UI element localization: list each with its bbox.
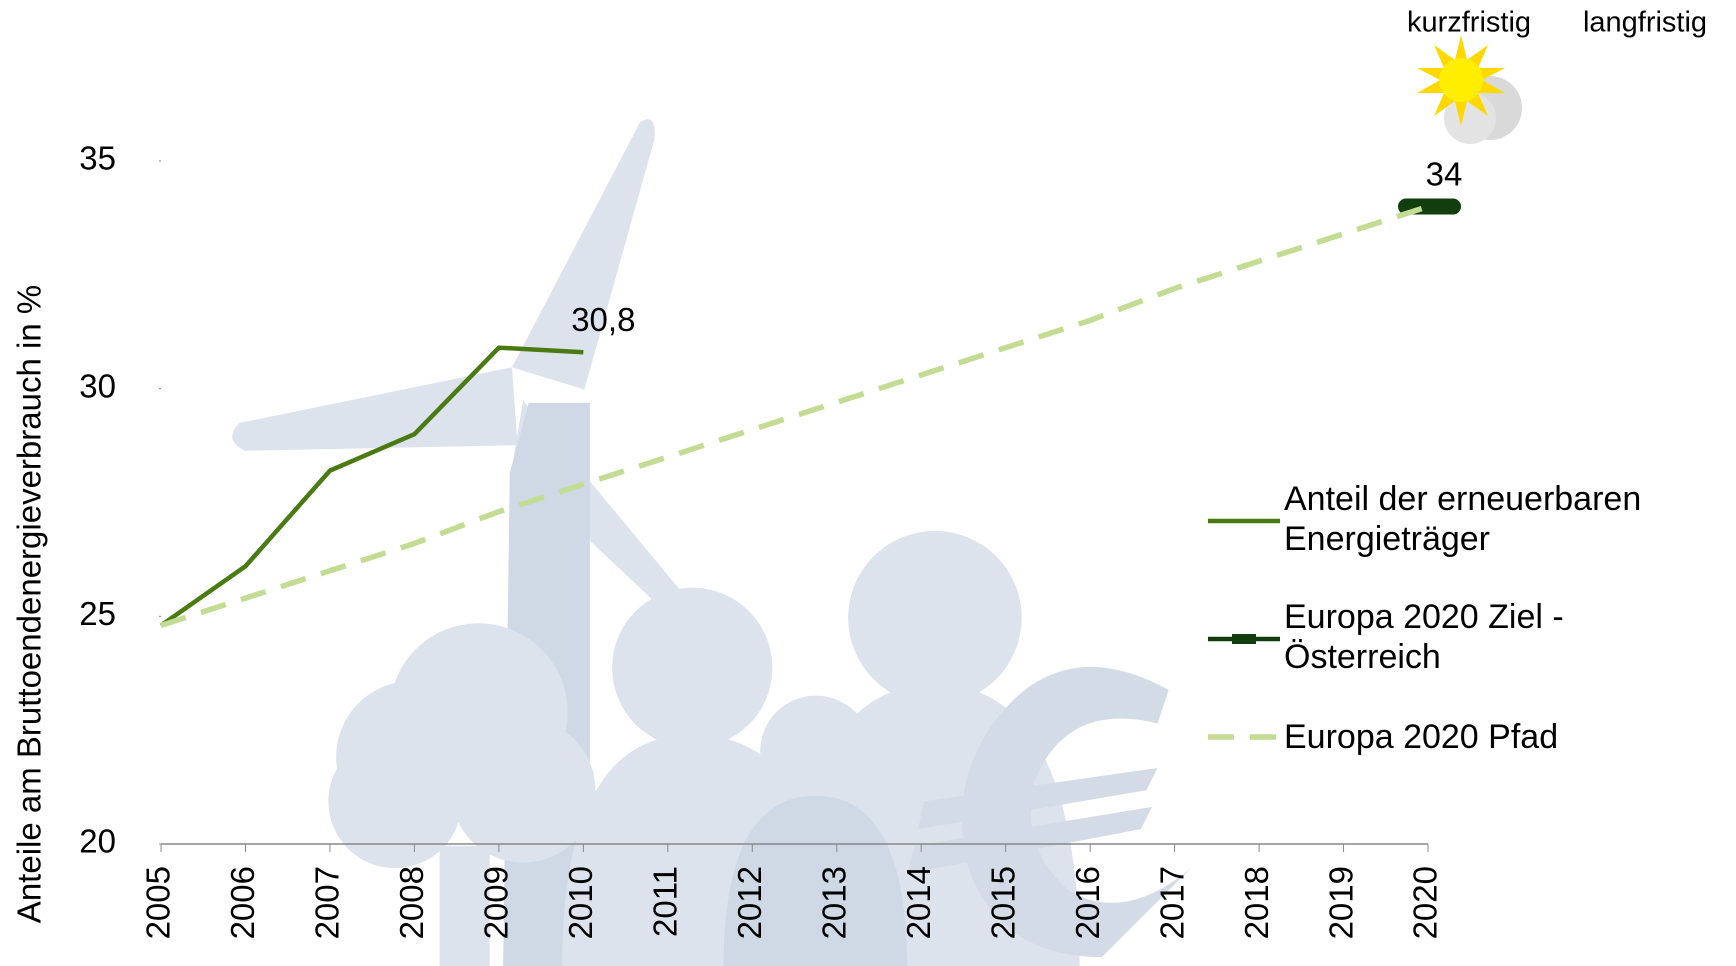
y-tick-label: 25 <box>79 595 116 632</box>
x-tick-label: 2009 <box>478 866 515 939</box>
legend-label: Anteil der erneuerbaren Energieträger <box>1284 479 1729 559</box>
outlook-label: langfristig <box>1583 7 1707 39</box>
x-tick-label: 2020 <box>1407 866 1444 939</box>
legend-entry: Europa 2020 Ziel - Österreich <box>1284 597 1729 687</box>
x-tick-label: 2014 <box>900 866 937 939</box>
chart: kurzfristig langfristig Anteile am Brutt… <box>0 0 1736 966</box>
outlook-label: kurzfristig <box>1407 7 1531 39</box>
x-tick-label: 2016 <box>1069 866 1106 939</box>
page: kurzfristig langfristig Anteile am Brutt… <box>0 0 1736 966</box>
background-illustration <box>232 119 1191 966</box>
x-tick-label: 2019 <box>1322 866 1359 939</box>
x-tick-label: 2005 <box>140 866 177 939</box>
y-tick-label: 35 <box>79 140 116 177</box>
legend-label: Europa 2020 Ziel - Österreich <box>1284 597 1729 677</box>
outlook-icon <box>1417 35 1522 144</box>
x-tick-label: 2013 <box>815 866 852 939</box>
x-tick-label: 2018 <box>1238 866 1275 939</box>
data-label: 34 <box>1426 155 1463 192</box>
x-tick-label: 2008 <box>393 866 430 939</box>
x-tick-label: 2017 <box>1153 866 1190 939</box>
x-tick-label: 2010 <box>562 866 599 939</box>
x-tick-label: 2011 <box>647 866 684 937</box>
x-tick-label: 2015 <box>984 866 1021 939</box>
legend-label: Europa 2020 Pfad <box>1284 717 1729 757</box>
legend-entry: Europa 2020 Pfad <box>1284 695 1729 785</box>
data-label: 30,8 <box>571 301 635 338</box>
x-tick-label: 2012 <box>731 866 768 939</box>
x-tick-label: 2006 <box>224 866 261 939</box>
y-axis-title: Anteile am Bruttoendenergieverbrauch in … <box>11 285 48 923</box>
y-tick-label: 30 <box>79 367 116 404</box>
x-tick-label: 2007 <box>309 866 346 939</box>
y-tick-label: 20 <box>79 823 116 860</box>
legend-entry: Anteil der erneuerbaren Energieträger <box>1284 479 1729 569</box>
